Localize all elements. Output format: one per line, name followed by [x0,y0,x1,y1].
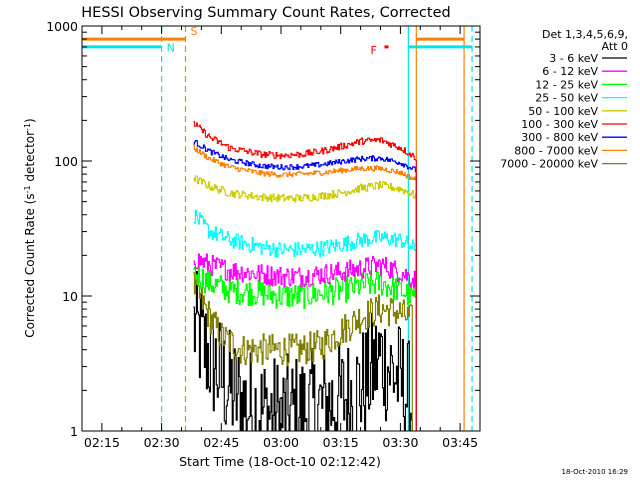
legend-label-1: 6 - 12 keV [542,65,598,78]
y-axis-label: Corrected Count Rate (s-1 detector-1) [23,118,37,337]
timestamp: 18-Oct-2010 16:29 [562,468,628,476]
x-tick-label-6: 03:45 [442,435,478,450]
legend-label-5: 100 - 300 keV [521,118,598,131]
legend-label-8: 7000 - 20000 keV [500,158,598,171]
x-tick-label-2: 02:45 [203,435,239,450]
legend-label-4: 50 - 100 keV [528,105,598,118]
x-tick-label-4: 03:15 [323,435,359,450]
series-line-7 [193,144,417,431]
x-tick-label-0: 02:15 [84,435,120,450]
x-tick-label-5: 03:30 [382,435,418,450]
series-line-4 [193,175,417,431]
flag-label-2: F [371,44,377,57]
legend-label-7: 800 - 7000 keV [514,144,598,157]
flag-layer: N S F [82,25,473,57]
legend-title-line2: Att 0 [602,40,628,53]
series-line-1 [193,253,417,431]
chart-title: HESSI Observing Summary Count Rates, Cor… [81,5,450,21]
legend-title-line1: Det 1,3,4,5,6,9, [542,28,628,41]
x-axis-label: Start Time (18-Oct-10 02:12:42) [179,454,381,469]
x-tick-label-1: 02:30 [144,435,180,450]
legend-label-3: 25 - 50 keV [535,92,598,105]
legend-label-0: 3 - 6 keV [549,52,598,65]
axis-layer: 02:15 02:30 02:45 03:00 03:15 03:30 03:45 1 10 10… [46,19,481,450]
y-tick-label-1: 10 [62,289,78,304]
legend-label-2: 12 - 25 keV [535,78,598,91]
legend-label-6: 300 - 800 keV [521,131,598,144]
y-tick-label-0: 1 [70,424,78,439]
flag-label-1: S [190,25,197,38]
y-tick-label-2: 100 [54,154,78,169]
series-line-8 [193,271,413,431]
series-line-0 [193,271,413,432]
series-line-5 [193,121,417,431]
series-line-6 [193,139,417,431]
series-line-3 [193,209,417,431]
x-tick-label-3: 03:00 [263,435,299,450]
series-layer [193,121,417,432]
y-tick-label-3: 1000 [46,19,78,34]
flag-label-0: N [167,41,175,54]
